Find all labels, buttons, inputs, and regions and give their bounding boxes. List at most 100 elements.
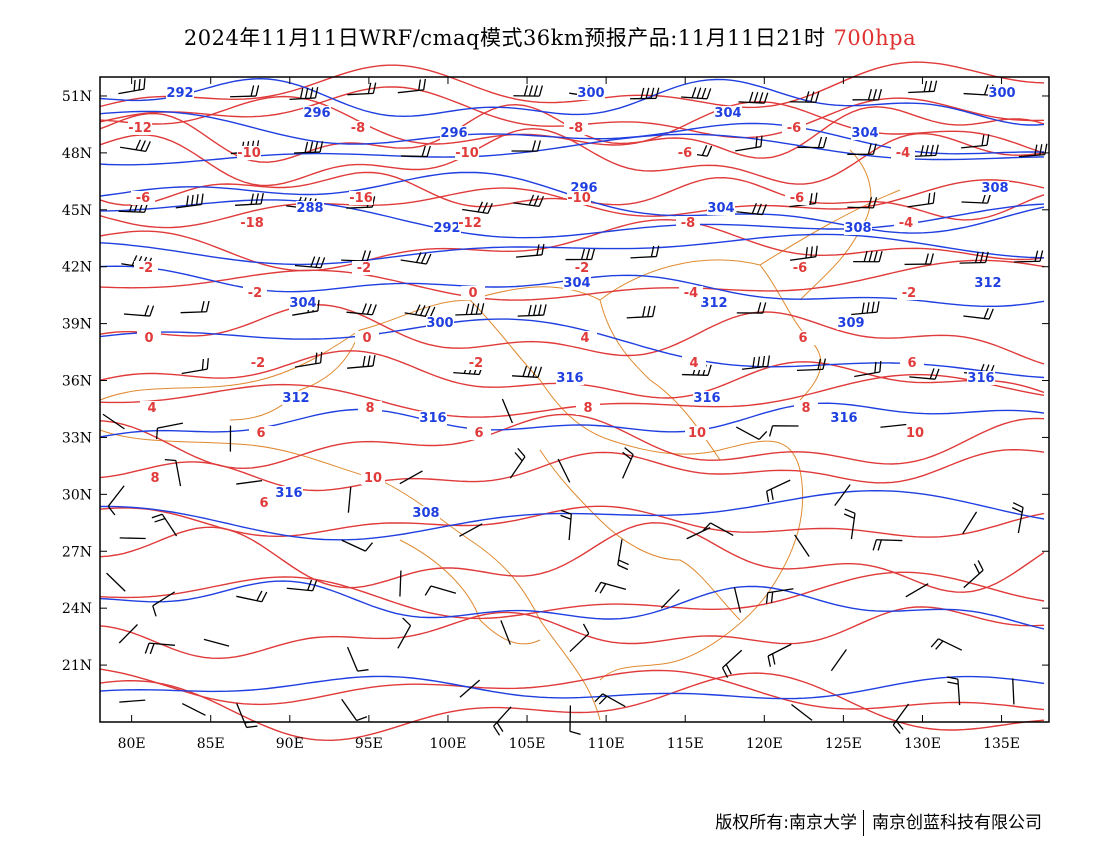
geopotential-label: 308: [412, 506, 439, 521]
wind-barb: [236, 703, 258, 729]
axes: 51N 48N 45N 42N 39N 36N 33N 30N 27N 24N 21N 80E 85E 9…: [62, 77, 1049, 752]
temperature-label: 4: [689, 356, 698, 371]
wind-barb: [501, 398, 513, 424]
temperature-contour: [99, 373, 1045, 418]
wind-barb: [346, 303, 377, 316]
wind-barb: [959, 251, 989, 264]
wind-barb: [796, 358, 827, 372]
temperature-contour: [99, 668, 1045, 711]
temperature-label: 8: [365, 401, 374, 416]
lat-label: 27N: [62, 544, 92, 560]
temperature-contour: [99, 259, 1045, 301]
footer: 版权所有:南京大学 南京创蓝科技有限公司: [715, 808, 1042, 836]
wind-barb: [346, 646, 369, 672]
temperature-contour: [99, 606, 1045, 660]
wind-barb: [119, 537, 146, 540]
wind-barb: [164, 458, 182, 487]
temperature-label: -2: [469, 356, 483, 371]
wind-barb: [735, 426, 768, 440]
lon-label: 90E: [276, 736, 304, 752]
wind-barb: [1018, 143, 1048, 158]
footer-separator: [863, 810, 864, 836]
wind-barb: [794, 534, 810, 557]
temperature-contour: [99, 127, 1045, 187]
temperature-contour: [99, 61, 1045, 109]
wind-barb: [399, 470, 423, 485]
lon-label: 115E: [667, 736, 704, 752]
title-level: 700hpa: [833, 26, 917, 50]
geopotential-contour: [99, 402, 1045, 438]
wind-barb: [569, 623, 590, 653]
lat-label: 33N: [62, 430, 92, 446]
geopotential-label: 300: [426, 316, 453, 331]
wind-barb: [235, 192, 264, 206]
temperature-label: -10: [455, 146, 479, 161]
temperature-label: 6: [907, 356, 916, 371]
wind-barb: [1011, 502, 1024, 534]
lon-label: 80E: [118, 736, 146, 752]
geopotential-label: 304: [714, 106, 741, 121]
wind-barb: [630, 87, 660, 100]
temperature-label: -4: [896, 146, 910, 161]
temperature-contour: [99, 522, 1045, 593]
temperature-label: -2: [251, 356, 265, 371]
temperature-label: -18: [240, 216, 264, 231]
wind-barb: [892, 703, 910, 734]
wind-barb: [118, 624, 138, 644]
geopotential-label: 296: [440, 126, 467, 141]
geopotential-label: 300: [988, 86, 1015, 101]
lat-label: 45N: [62, 203, 92, 219]
temperature-label: -2: [902, 286, 916, 301]
wind-barb: [181, 703, 206, 716]
geopotential-contour: [99, 675, 1045, 700]
wind-barb: [181, 358, 209, 375]
wind-barb: [962, 511, 978, 535]
wind-barb: [236, 479, 263, 485]
temperature-label: -6: [787, 121, 801, 136]
geopotential-label: 316: [419, 411, 446, 426]
wind-barb: [289, 87, 319, 101]
wind-barb: [516, 243, 545, 258]
geopotential-contours: [99, 77, 1045, 700]
wind-barb: [493, 706, 512, 736]
temperature-label: -6: [790, 191, 804, 206]
geopotential-contour: [100, 489, 1045, 541]
wind-barb: [459, 523, 483, 537]
wind-barb: [230, 85, 260, 98]
wind-barb: [736, 302, 767, 314]
wind-barb: [455, 303, 485, 316]
temperature-label: -8: [569, 121, 583, 136]
wind-barb: [946, 676, 961, 706]
wind-barb: [847, 196, 878, 209]
geopotential-label: 296: [303, 106, 330, 121]
lat-label: 30N: [62, 487, 92, 503]
wind-barb: [681, 87, 712, 100]
wind-barb: [144, 642, 176, 655]
temperature-contour: [99, 303, 1045, 365]
border-line: [469, 299, 804, 681]
wind-barb: [513, 85, 544, 97]
wind-barb: [626, 305, 656, 319]
temperature-label: -16: [349, 191, 373, 206]
geopotential-contour: [99, 580, 1045, 630]
geopotential-label: 316: [275, 486, 302, 501]
chart-title: 2024年11月11日WRF/cmaq模式36km预报产品:11月11日21时 7…: [0, 22, 1100, 52]
lat-label: 42N: [62, 260, 92, 276]
border-line: [399, 539, 541, 645]
temperature-label: 6: [798, 331, 807, 346]
wind-barb: [401, 145, 431, 158]
wind-barb: [909, 144, 939, 158]
wind-barb: [347, 486, 352, 513]
geopotential-label: 308: [981, 181, 1008, 196]
wind-barb: [961, 134, 990, 149]
wind-barb: [907, 192, 936, 208]
geopotential-label: 304: [707, 201, 734, 216]
wind-barb: [963, 308, 994, 320]
temperature-label: -2: [139, 261, 153, 276]
temperature-label: -4: [899, 216, 913, 231]
temperature-label: 10: [906, 426, 924, 441]
temperature-contours: [99, 61, 1045, 742]
contour-labels: 2922962963003043043002882922963043083083…: [128, 86, 1016, 521]
wind-barb: [560, 509, 572, 541]
wind-barb: [152, 591, 176, 617]
